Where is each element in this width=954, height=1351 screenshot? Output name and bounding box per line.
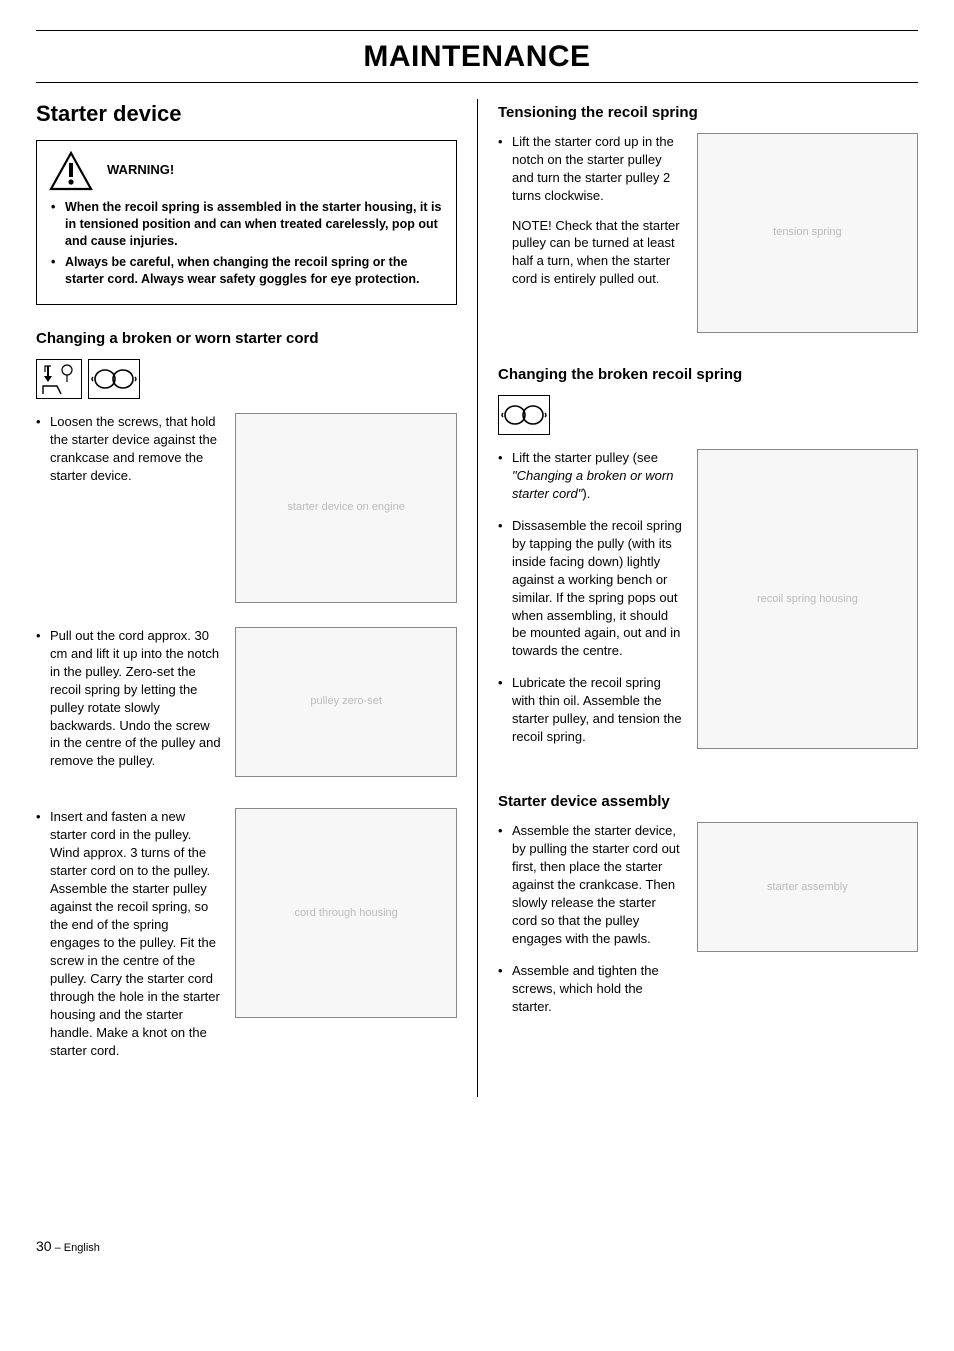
assembly-row: Assemble the starter device, by pulling … [498,822,918,1029]
step-text: Insert and fasten a new starter cord in … [36,808,221,1059]
broken-spring-row: Lift the starter pulley (see "Changing a… [498,449,918,760]
figure-placeholder-label: starter assembly [767,880,848,895]
subheading-assembly: Starter device assembly [498,792,918,812]
figure-placeholder-label: tension spring [773,225,842,240]
step-part-a: Lift the starter pulley (see [512,450,658,465]
step-part-b: ). [582,486,590,501]
step-row-3: Insert and fasten a new starter cord in … [36,808,457,1073]
warning-item: Always be careful, when changing the rec… [51,254,444,288]
step-main: Lift the starter cord up in the notch on… [512,134,674,203]
figure-placeholder-label: starter device on engine [287,500,404,515]
tool-press-down-icon [36,359,82,399]
title-rule [36,82,918,83]
two-column-layout: Starter device WARNING! When the recoil … [36,99,918,1098]
right-column: Tensioning the recoil spring Lift the st… [477,99,918,1098]
step-text: Pull out the cord approx. 30 cm and lift… [36,627,221,771]
prereq-icon-row [498,395,918,435]
warning-triangle-icon [49,151,93,191]
warning-list: When the recoil spring is assembled in t… [49,199,444,287]
step-text: Dissasemble the recoil spring by tapping… [498,517,683,661]
figure-placeholder-label: cord through housing [294,906,397,921]
step-text: Assemble and tighten the screws, which h… [498,962,683,1016]
subheading-changing-cord: Changing a broken or worn starter cord [36,329,457,349]
step-text: Loosen the screws, that hold the starter… [36,413,221,485]
subheading-broken-spring: Changing the broken recoil spring [498,365,918,385]
step-text: Assemble the starter device, by pulling … [498,822,683,948]
step-text: Lift the starter pulley (see "Changing a… [498,449,683,503]
page-title: MAINTENANCE [36,37,918,78]
warning-header: WARNING! [49,151,444,191]
figure-starter-assembly: starter assembly [697,822,918,952]
top-rule [36,30,918,31]
step-row-1: Loosen the screws, that hold the starter… [36,413,457,603]
figure-starter-on-engine: starter device on engine [235,413,457,603]
warning-label: WARNING! [107,161,174,179]
note-text: NOTE! Check that the starter pulley can … [512,217,683,289]
figure-recoil-spring-housing: recoil spring housing [697,449,918,749]
warning-box: WARNING! When the recoil spring is assem… [36,140,457,304]
section-assembly: Starter device assembly Assemble the sta… [498,792,918,1030]
safety-goggles-icon [498,395,550,435]
figure-placeholder-label: recoil spring housing [757,592,858,607]
page-footer: 30 – English [36,1237,918,1256]
prereq-icon-row [36,359,457,399]
step-ref-italic: "Changing a broken or worn starter cord" [512,468,673,501]
figure-tension-spring: tension spring [697,133,918,333]
figure-pulley-zero-set: pulley zero-set [235,627,457,777]
safety-goggles-icon [88,359,140,399]
section-heading-starter-device: Starter device [36,99,457,129]
section-broken-spring: Changing the broken recoil spring Lift t [498,365,918,760]
page-number: 30 [36,1238,52,1254]
tension-row: Lift the starter cord up in the notch on… [498,133,918,333]
left-column: Starter device WARNING! When the recoil … [36,99,477,1098]
warning-item: When the recoil spring is assembled in t… [51,199,444,250]
figure-cord-through-housing: cord through housing [235,808,457,1018]
figure-placeholder-label: pulley zero-set [310,694,382,709]
step-text: Lift the starter cord up in the notch on… [498,133,683,289]
step-text: Lubricate the recoil spring with thin oi… [498,674,683,746]
step-row-2: Pull out the cord approx. 30 cm and lift… [36,627,457,785]
section-tensioning: Tensioning the recoil spring Lift the st… [498,103,918,333]
page-lang: – English [52,1242,100,1254]
subheading-tensioning: Tensioning the recoil spring [498,103,918,123]
